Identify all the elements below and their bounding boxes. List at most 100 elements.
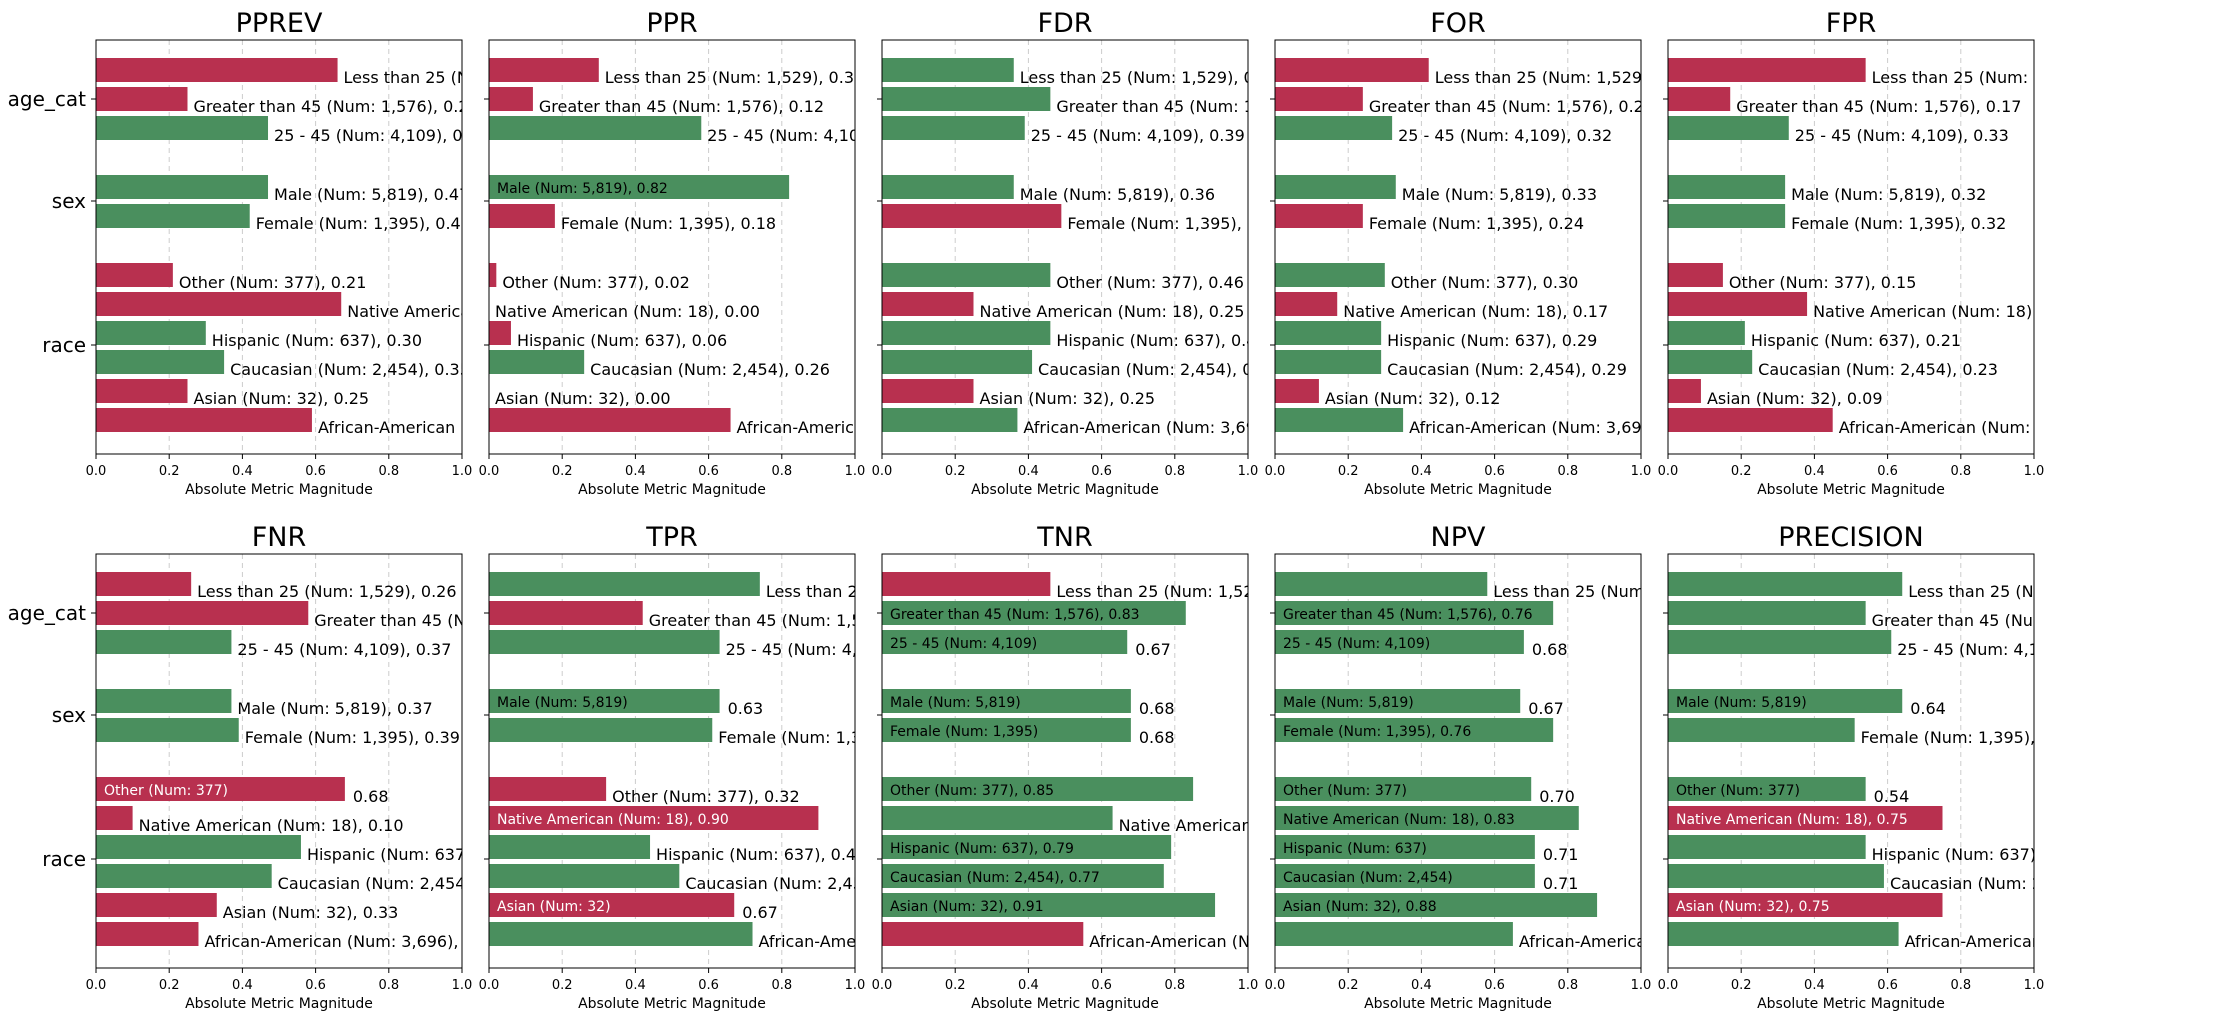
x-tick-label: 0.8 [1164, 978, 1185, 993]
chart-panel-precision: Less than 25 (Num: 1,529), 0.64 Greater t… [1658, 522, 2082, 1012]
bars-group: Less than 25 (Num: 1,529), 0.26 Greater t… [96, 572, 517, 951]
x-tick-label: 0.2 [1338, 978, 1359, 993]
bar-race-6 [1275, 806, 1579, 830]
bar-race-5 [882, 263, 1051, 287]
bar-label: African-American (Num: 3,696), 0.65 [1519, 932, 1814, 951]
bar-race-8 [882, 864, 1164, 888]
bar-label: Asian (Num: 32), 0.91 [890, 899, 1044, 915]
x-tick-label: 0.0 [1658, 464, 1679, 479]
bar-label: Caucasian (Num: 2,454), 0.23 [1758, 360, 1998, 379]
bar-label: 25 - 45 (Num: 4,109), 0.37 [237, 640, 451, 659]
bar-label: Less than 25 (Num: 1,529), 0.66 [344, 68, 603, 87]
x-axis-label: Absolute Metric Magnitude [1364, 482, 1552, 498]
x-tick-label: 0.2 [1731, 978, 1752, 993]
chart-panel-tnr: Less than 25 (Num: 1,529), 0.46 Greater t… [872, 522, 1384, 1012]
bar-label: 25 - 45 (Num: 4,109), 0.32 [1398, 126, 1612, 145]
bar-label: Female (Num: 1,395), 0.39 [245, 728, 460, 747]
x-axis-label: Absolute Metric Magnitude [185, 482, 373, 498]
bar-label: Native American (Num: 18), 0.63 [1119, 816, 1384, 835]
bar-race-10 [489, 922, 753, 946]
bar-label: Hispanic (Num: 637), 0.54 [1872, 845, 2082, 864]
bar-value-label: 0.67 [742, 903, 778, 922]
bar-race-7 [489, 835, 651, 859]
x-tick-label: 0.4 [1411, 464, 1432, 479]
panel-title: TPR [645, 522, 698, 553]
bar-race-8 [96, 350, 225, 374]
bar-race-6 [1668, 806, 1943, 830]
bar-age_cat-2 [96, 630, 232, 654]
x-tick-label: 0.0 [479, 464, 500, 479]
bar-value-label: 0.63 [728, 699, 764, 718]
x-tick-label: 0.8 [771, 464, 792, 479]
x-tick-label: 0.0 [1265, 978, 1286, 993]
x-axis-label: Absolute Metric Magnitude [185, 996, 373, 1012]
bar-race-10 [1275, 922, 1513, 946]
bar-label: Native American (Num: 18), 0.67 [347, 302, 612, 321]
bar-label: African-American (Num: 3,696), 0.55 [1089, 932, 1384, 951]
y-group-label: sex [52, 703, 86, 727]
bar-label: 25 - 45 (Num: 4,109), 0.33 [1795, 126, 2009, 145]
bar-label: Female (Num: 1,395), 0.18 [561, 214, 776, 233]
x-tick-label: 1.0 [845, 978, 866, 993]
bar-label: Caucasian (Num: 2,454), 0.35 [230, 360, 470, 379]
bar-label: Native American (Num: 18), 0.17 [1343, 302, 1608, 321]
bars-group: Less than 25 (Num: 1,529), 0.64 Greater t… [1668, 572, 2082, 951]
bar-value-label: 0.67 [1528, 699, 1564, 718]
bar-label: Greater than 45 (Num: 1,576), 0.76 [1283, 607, 1533, 623]
bar-value-label: 0.54 [1874, 787, 1910, 806]
bar-age_cat-2 [1275, 630, 1524, 654]
bar-label: Asian (Num: 32), 0.75 [1676, 899, 1830, 915]
bar-age_cat-0 [489, 572, 760, 596]
bar-label: African-American (Num: 3,696), 0.59 [318, 418, 613, 437]
x-axis-label: Absolute Metric Magnitude [1757, 482, 1945, 498]
x-tick-label: 0.8 [1557, 464, 1578, 479]
bar-race-10 [882, 408, 1018, 432]
bars-group: Less than 25 (Num: 1,529), 0.36 Greater t… [882, 58, 1279, 437]
bar-sex-3 [1668, 175, 1786, 199]
bar-label: Less than 25 (Num: 1,529), 0.26 [197, 582, 456, 601]
bars-group: Less than 25 (Num: 1,529), 0.30 Greater t… [489, 58, 855, 437]
bar-label: Female (Num: 1,395) [890, 724, 1038, 740]
bar-label: Less than 25 (Num: 1,529), 0.74 [766, 582, 1025, 601]
bar-label: Caucasian (Num: 2,454), 0.29 [1387, 360, 1627, 379]
bar-race-7 [1668, 835, 1866, 859]
bar-sex-4 [882, 718, 1131, 742]
bar-label: Greater than 45 (Num: 1,576), 0.83 [890, 607, 1140, 623]
x-tick-label: 0.8 [1950, 978, 1971, 993]
x-axis-label: Absolute Metric Magnitude [971, 482, 1159, 498]
bar-label: Native American (Num: 18), 0.10 [139, 816, 404, 835]
bar-age_cat-0 [882, 572, 1051, 596]
bar-label: Hispanic (Num: 637), 0.56 [307, 845, 517, 864]
bar-label: Asian (Num: 32), 0.12 [1325, 389, 1501, 408]
bar-label: Hispanic (Num: 637), 0.29 [1387, 331, 1597, 350]
bar-race-5 [96, 263, 173, 287]
panel-title: TNR [1036, 522, 1092, 553]
x-axis-label: Absolute Metric Magnitude [1757, 996, 1945, 1012]
axes-frame [95, 553, 463, 969]
x-tick-label: 0.6 [305, 464, 326, 479]
bar-label: Asian (Num: 32), 0.33 [223, 903, 399, 922]
x-tick-label: 1.0 [1631, 464, 1652, 479]
bar-label: Male (Num: 5,819) [1676, 695, 1807, 711]
bar-label: Male (Num: 5,819) [890, 695, 1021, 711]
bar-value-label: 0.67 [1135, 640, 1171, 659]
chart-panel-ppr: Less than 25 (Num: 1,529), 0.30 Greater t… [479, 8, 866, 498]
bar-age_cat-2 [1275, 116, 1393, 140]
bar-label: African-American (Num: 3,696), 0.28 [204, 932, 499, 951]
bar-value-label: 0.68 [1139, 699, 1175, 718]
bar-label: Less than 25 (Num: 1,529), 0.58 [1493, 582, 1752, 601]
bar-race-6 [882, 806, 1113, 830]
bar-label: Less than 25 (Num: 1,529), 0.36 [1020, 68, 1279, 87]
x-tick-label: 0.0 [86, 978, 107, 993]
bar-label: Greater than 45 (Num: 1,576), 0.17 [1736, 97, 2021, 116]
y-group-label: age_cat [8, 87, 87, 111]
bar-race-7 [882, 321, 1051, 345]
x-tick-label: 1.0 [452, 464, 473, 479]
panel-title: FNR [252, 522, 307, 553]
bar-label: 25 - 45 (Num: 4,109) [1283, 636, 1430, 652]
bar-age_cat-2 [1668, 116, 1789, 140]
x-tick-label: 0.0 [1658, 978, 1679, 993]
bar-label: Male (Num: 5,819), 0.47 [274, 185, 469, 204]
bar-sex-3 [489, 689, 720, 713]
